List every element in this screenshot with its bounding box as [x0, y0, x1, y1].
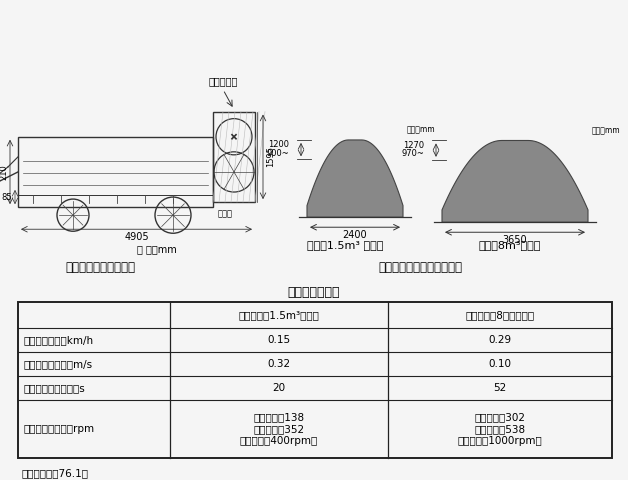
Polygon shape [442, 141, 588, 222]
Text: 上ビータ　138
下ビータ　352
（ＰＴＯ軸400rpm）: 上ビータ 138 下ビータ 352 （ＰＴＯ軸400rpm） [240, 412, 318, 445]
Text: 0.10: 0.10 [489, 359, 511, 369]
Text: 上ビータ　302
下ビータ　538
（ＰＴＯ軸1000rpm）: 上ビータ 302 下ビータ 538 （ＰＴＯ軸1000rpm） [458, 412, 543, 445]
Text: 堆肥含水率：76.1％: 堆肥含水率：76.1％ [22, 468, 89, 478]
Text: 20: 20 [273, 383, 286, 393]
Text: 最大積載量1.5m³の機種: 最大積載量1.5m³の機種 [239, 310, 320, 320]
Text: 0.15: 0.15 [268, 335, 291, 345]
Text: 表１　作業性能: 表１ 作業性能 [288, 287, 340, 300]
Text: 52: 52 [494, 383, 507, 393]
Text: 85: 85 [2, 192, 13, 202]
Text: 0.29: 0.29 [489, 335, 512, 345]
Text: 3650: 3650 [502, 235, 528, 245]
Text: 4905: 4905 [124, 232, 149, 242]
Text: 積載量8m³の機種: 積載量8m³の機種 [479, 240, 541, 250]
Bar [18, 302, 612, 458]
Text: 最大積載量8ｍ３の機種: 最大積載量8ｍ３の機種 [465, 310, 534, 320]
Text: 単 位：mm: 単 位：mm [137, 244, 176, 254]
Text: 1270: 1270 [403, 141, 424, 150]
Text: 900~: 900~ [266, 149, 289, 158]
Text: 1200: 1200 [268, 140, 289, 149]
Text: ビータ回転数　　rpm: ビータ回転数 rpm [24, 424, 95, 434]
Text: 2400: 2400 [343, 230, 367, 240]
Polygon shape [307, 140, 403, 217]
Text: ケーシング: ケーシング [208, 76, 237, 86]
Text: 走行速度　　　km/h: 走行速度 km/h [24, 335, 94, 345]
Bar [213, 111, 255, 202]
Text: 単位：mm: 単位：mm [592, 126, 620, 135]
Text: 210: 210 [0, 164, 9, 180]
Text: 単位：mm: 単位：mm [407, 125, 436, 134]
Text: 970~: 970~ [401, 149, 424, 158]
Text: 積載量1.5m³ の機種: 積載量1.5m³ の機種 [307, 240, 383, 250]
Text: 荷下ろし時間　　　s: 荷下ろし時間 s [24, 383, 86, 393]
Text: 1595: 1595 [266, 146, 276, 168]
Text: 図２　堆積堆肥列断面形状: 図２ 堆積堆肥列断面形状 [378, 261, 462, 274]
Text: 床コンベア速度　m/s: 床コンベア速度 m/s [24, 359, 93, 369]
Text: 規則板: 規則板 [218, 209, 233, 218]
Text: 0.32: 0.32 [268, 359, 291, 369]
Bar [18, 137, 213, 207]
Text: 図１　堆肥堆積運搬車: 図１ 堆肥堆積運搬車 [65, 261, 135, 274]
